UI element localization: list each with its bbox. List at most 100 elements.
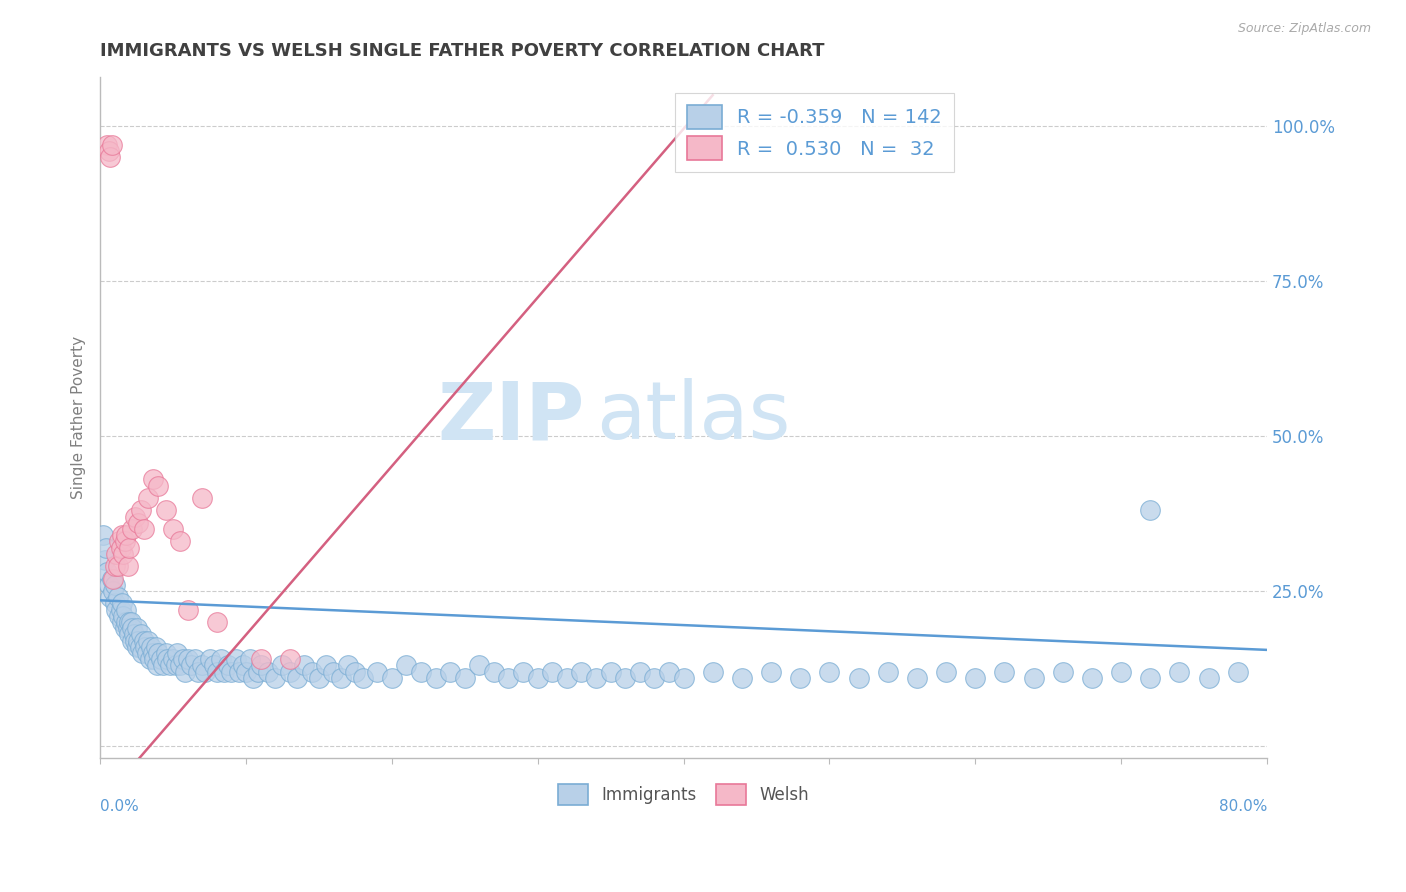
Point [103, 572, 125, 586]
Point [132, 633, 155, 648]
Point [257, 665, 280, 679]
Point [239, 652, 262, 666]
Point [94, 541, 117, 555]
Point [124, 633, 146, 648]
Point [91, 528, 114, 542]
Point [191, 658, 214, 673]
Point [112, 547, 135, 561]
Point [482, 665, 505, 679]
Point [93, 553, 115, 567]
Point [672, 671, 695, 685]
Point [344, 665, 367, 679]
Point [876, 665, 898, 679]
Point [614, 671, 637, 685]
Point [172, 652, 194, 666]
Point [101, 572, 124, 586]
Point [98, 150, 121, 164]
Point [337, 658, 360, 673]
Point [96, 566, 118, 580]
Point [468, 658, 491, 673]
Point [162, 522, 184, 536]
Point [125, 621, 148, 635]
Point [124, 509, 146, 524]
Y-axis label: Single Father Poverty: Single Father Poverty [72, 336, 86, 499]
Point [1052, 665, 1074, 679]
Point [221, 665, 243, 679]
Point [818, 665, 841, 679]
Point [278, 665, 301, 679]
Point [246, 665, 269, 679]
Point [97, 144, 120, 158]
Point [702, 665, 724, 679]
Text: atlas: atlas [596, 378, 790, 457]
Point [1198, 671, 1220, 685]
Point [111, 596, 134, 610]
Point [103, 584, 125, 599]
Point [1226, 665, 1249, 679]
Point [155, 503, 177, 517]
Point [115, 528, 138, 542]
Point [993, 665, 1015, 679]
Point [202, 658, 225, 673]
Point [150, 652, 173, 666]
Point [121, 633, 143, 648]
Point [136, 491, 159, 505]
Point [129, 627, 152, 641]
Point [98, 591, 121, 605]
Point [107, 591, 129, 605]
Point [498, 671, 520, 685]
Point [935, 665, 957, 679]
Point [329, 671, 352, 685]
Point [643, 671, 665, 685]
Point [112, 608, 135, 623]
Point [114, 534, 136, 549]
Point [122, 627, 145, 641]
Point [118, 541, 141, 555]
Point [526, 671, 548, 685]
Point [159, 658, 181, 673]
Point [205, 665, 228, 679]
Point [658, 665, 681, 679]
Point [1081, 671, 1104, 685]
Point [242, 671, 264, 685]
Point [395, 658, 418, 673]
Point [212, 665, 235, 679]
Point [571, 665, 593, 679]
Point [136, 633, 159, 648]
Point [108, 534, 131, 549]
Point [108, 608, 131, 623]
Point [205, 615, 228, 629]
Point [155, 646, 177, 660]
Point [105, 602, 128, 616]
Point [142, 646, 165, 660]
Point [142, 472, 165, 486]
Point [285, 671, 308, 685]
Point [905, 671, 928, 685]
Point [235, 665, 257, 679]
Point [169, 658, 191, 673]
Point [789, 671, 811, 685]
Point [104, 578, 127, 592]
Point [555, 671, 578, 685]
Point [264, 671, 287, 685]
Point [1139, 503, 1161, 517]
Point [148, 478, 170, 492]
Point [1168, 665, 1191, 679]
Point [110, 541, 132, 555]
Point [118, 627, 141, 641]
Point [278, 652, 301, 666]
Point [249, 652, 271, 666]
Point [146, 658, 169, 673]
Point [599, 665, 621, 679]
Point [111, 528, 134, 542]
Text: ZIP: ZIP [437, 378, 585, 457]
Point [228, 665, 250, 679]
Point [117, 559, 139, 574]
Point [232, 658, 254, 673]
Point [104, 596, 127, 610]
Point [454, 671, 477, 685]
Point [115, 615, 138, 629]
Point [132, 522, 155, 536]
Point [315, 658, 337, 673]
Point [381, 671, 404, 685]
